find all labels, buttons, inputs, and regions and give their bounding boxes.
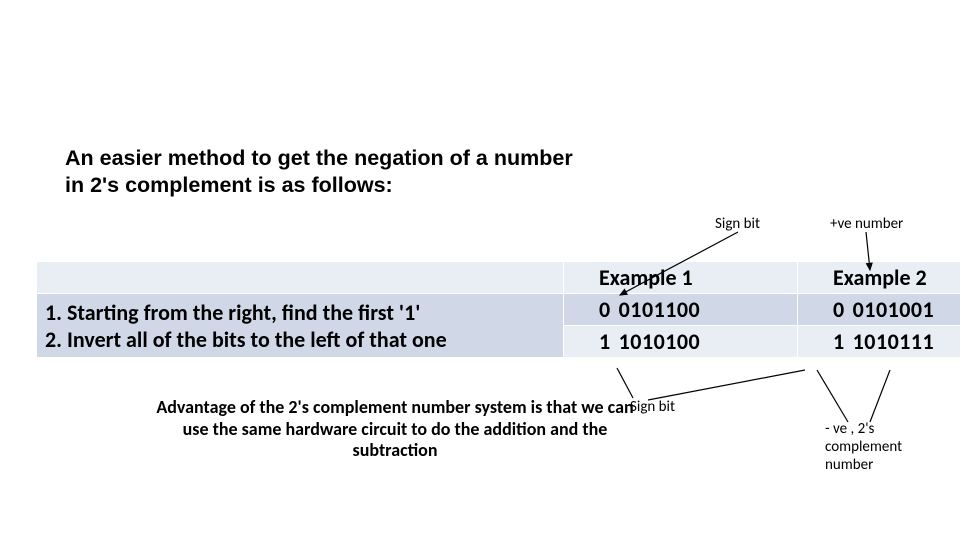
header-empty	[37, 262, 564, 294]
table-row: 1. Starting from the right, find the fir…	[37, 294, 960, 326]
steps-cell: 1. Starting from the right, find the fir…	[37, 294, 564, 358]
step-2: 2. Invert all of the bits to the left of…	[45, 326, 447, 353]
ex1-original: 00101100	[564, 294, 798, 326]
ex2-original: 00101001	[798, 294, 960, 326]
ex2-negated: 11010111	[798, 326, 960, 358]
label-positive-number: +ve number	[830, 215, 903, 233]
slide-title: An easier method to get the negation of …	[65, 145, 585, 199]
label-sign-bit-top: Sign bit	[715, 215, 760, 233]
step-1: 1. Starting from the right, find the fir…	[45, 299, 420, 326]
method-table: Example 1 Example 2 1. Starting from the…	[35, 260, 927, 359]
header-example-2: Example 2	[798, 262, 960, 294]
ex1-negated: 11010100	[564, 326, 798, 358]
label-sign-bit-bottom: Sign bit	[630, 398, 675, 416]
label-neg-complement: - ve , 2's complement number	[825, 420, 935, 474]
header-example-1: Example 1	[564, 262, 798, 294]
advantage-text: Advantage of the 2's complement number s…	[150, 397, 640, 462]
table-header-row: Example 1 Example 2	[37, 262, 960, 294]
slide: An easier method to get the negation of …	[0, 0, 960, 540]
